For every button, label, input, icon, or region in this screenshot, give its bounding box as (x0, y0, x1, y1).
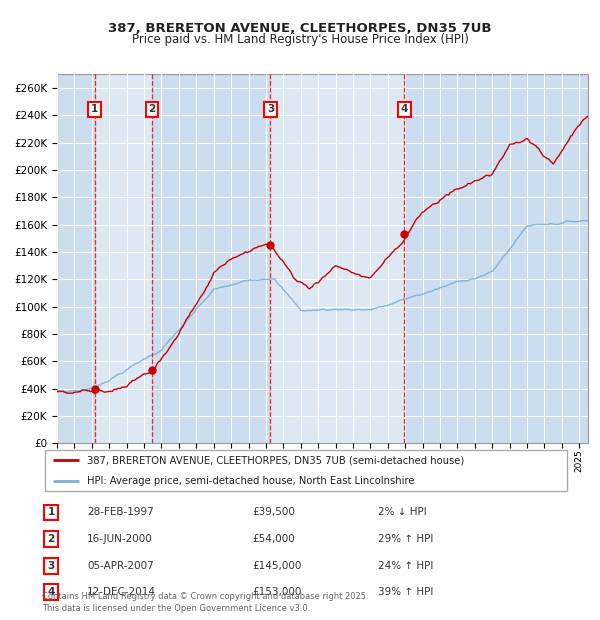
Text: 24% ↑ HPI: 24% ↑ HPI (378, 560, 433, 571)
Text: 387, BRERETON AVENUE, CLEETHORPES, DN35 7UB (semi-detached house): 387, BRERETON AVENUE, CLEETHORPES, DN35 … (87, 455, 464, 466)
Text: 39% ↑ HPI: 39% ↑ HPI (378, 587, 433, 598)
Bar (152, 74, 271, 443)
FancyBboxPatch shape (44, 450, 568, 491)
Text: £54,000: £54,000 (252, 534, 295, 544)
Text: 1: 1 (91, 104, 98, 115)
Bar (404, 74, 588, 443)
Text: Contains HM Land Registry data © Crown copyright and database right 2025.
This d: Contains HM Land Registry data © Crown c… (42, 591, 368, 613)
Text: 3: 3 (47, 560, 55, 571)
Text: HPI: Average price, semi-detached house, North East Lincolnshire: HPI: Average price, semi-detached house,… (87, 476, 415, 486)
Text: 05-APR-2007: 05-APR-2007 (87, 560, 154, 571)
Text: 4: 4 (47, 587, 55, 598)
Text: 2: 2 (47, 534, 55, 544)
Text: 29% ↑ HPI: 29% ↑ HPI (378, 534, 433, 544)
Text: £145,000: £145,000 (252, 560, 301, 571)
Text: Price paid vs. HM Land Registry's House Price Index (HPI): Price paid vs. HM Land Registry's House … (131, 33, 469, 46)
Text: 2% ↓ HPI: 2% ↓ HPI (378, 507, 427, 518)
Text: 28-FEB-1997: 28-FEB-1997 (87, 507, 154, 518)
Text: £153,000: £153,000 (252, 587, 301, 598)
Text: 1: 1 (47, 507, 55, 518)
Text: 2: 2 (148, 104, 155, 115)
Bar (57, 74, 95, 443)
Text: 12-DEC-2014: 12-DEC-2014 (87, 587, 156, 598)
Text: 3: 3 (267, 104, 274, 115)
Text: £39,500: £39,500 (252, 507, 295, 518)
Text: 4: 4 (401, 104, 408, 115)
Text: 16-JUN-2000: 16-JUN-2000 (87, 534, 153, 544)
Text: 387, BRERETON AVENUE, CLEETHORPES, DN35 7UB: 387, BRERETON AVENUE, CLEETHORPES, DN35 … (108, 22, 492, 35)
